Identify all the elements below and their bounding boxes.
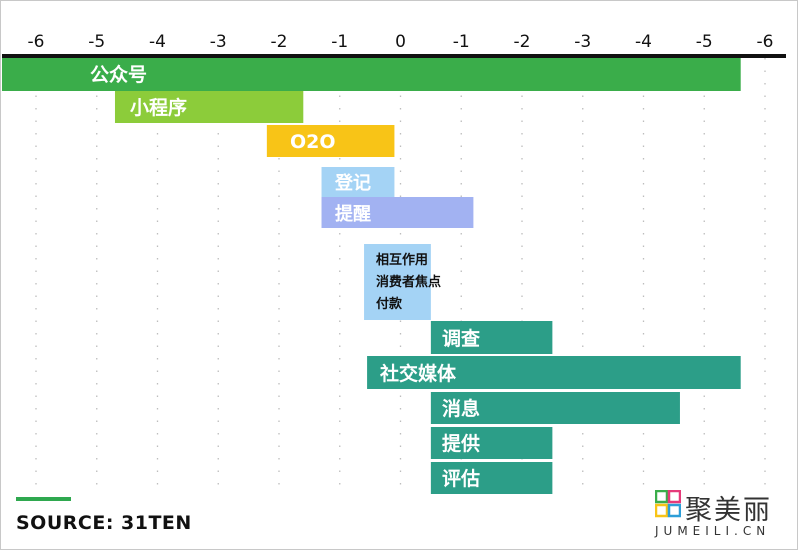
bar: [114, 91, 304, 123]
x-tick-label: -4: [149, 32, 166, 52]
bar-label: 消费者焦点: [376, 274, 441, 290]
bar-label: 提醒: [335, 203, 371, 225]
bar: [321, 197, 474, 228]
bar-label: 登记: [334, 172, 371, 194]
x-tick-label: -4: [635, 32, 652, 52]
bar: [430, 462, 553, 494]
x-tick-label: -1: [331, 32, 348, 52]
x-tick-label: -5: [696, 32, 713, 52]
bar: [321, 167, 395, 197]
logo: 聚美丽 JUMEILI.CN: [655, 490, 795, 545]
bar: [430, 427, 553, 459]
bar: [367, 356, 741, 389]
bar-label: 调查: [442, 327, 481, 350]
x-tick-label: -3: [574, 32, 591, 52]
logo-mark-icon: [655, 490, 681, 518]
bar-label: 提供: [442, 432, 480, 455]
bar-label: O2O: [290, 131, 336, 153]
bar-label: 评估: [442, 467, 480, 490]
bar-label: 公众号: [90, 63, 147, 86]
x-tick-label: 0: [395, 32, 406, 52]
bar-label: 消息: [442, 397, 480, 420]
x-tick-label: -5: [88, 32, 105, 52]
source-text: SOURCE: 31TEN: [16, 512, 192, 534]
source-accent-bar: [16, 497, 71, 501]
bar: [266, 125, 395, 157]
bar: [364, 244, 431, 320]
bar-label: 付款: [376, 296, 403, 312]
bar-label: 相互作用: [376, 252, 428, 268]
bar: [2, 58, 741, 91]
bar-label: 小程序: [130, 96, 187, 119]
bar: [430, 321, 553, 354]
x-tick-label: -1: [453, 32, 470, 52]
x-tick-label: -3: [210, 32, 227, 52]
x-tick-label: -6: [28, 32, 45, 52]
x-tick-label: -6: [757, 32, 774, 52]
logo-name: 聚美丽: [685, 495, 772, 526]
x-tick-label: -2: [514, 32, 531, 52]
bar: [430, 392, 680, 424]
logo-url: JUMEILI.CN: [655, 524, 771, 538]
bar-label: 社交媒体: [379, 362, 457, 385]
x-tick-label: -2: [271, 32, 288, 52]
